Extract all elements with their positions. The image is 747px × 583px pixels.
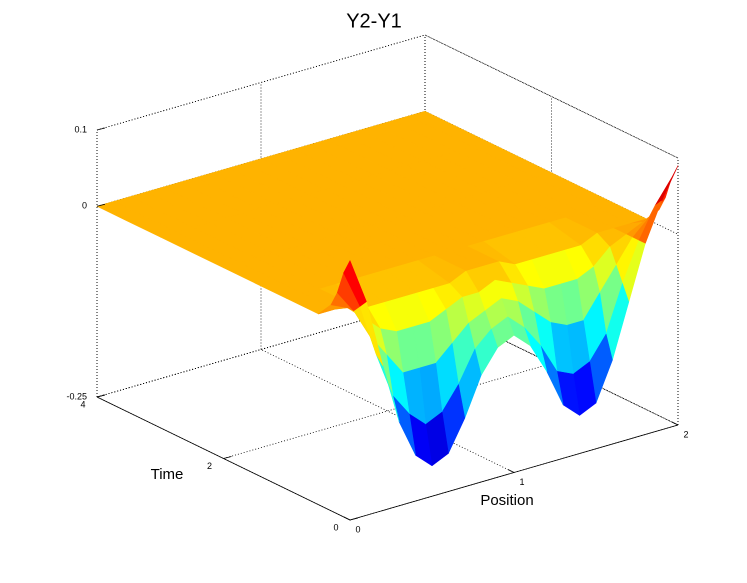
chart-title: Y2-Y1	[346, 10, 402, 32]
x-tick-label: 1	[519, 477, 524, 487]
z-tick-label: 0.1	[74, 124, 87, 134]
z-tick	[96, 127, 106, 131]
x-tick	[507, 469, 515, 473]
y-axis-label: Time	[151, 466, 184, 483]
box-edge	[424, 34, 679, 159]
axes: 0 1 2 0 2 4-0.25 0 0.1	[66, 124, 688, 534]
y-tick-label: 2	[207, 461, 212, 471]
z-tick-label: -0.25	[66, 391, 87, 401]
y-tick-label: 4	[80, 399, 85, 409]
x-tick-label: 2	[683, 429, 688, 439]
grid-line	[260, 349, 515, 473]
y-tick	[223, 456, 232, 459]
z-tick	[96, 203, 106, 207]
x-axis-label: Position	[480, 492, 533, 509]
x-tick	[343, 516, 351, 521]
y-tick-label: 0	[333, 522, 338, 532]
grid-line	[424, 34, 679, 159]
surface	[96, 110, 679, 467]
x-tick-label: 0	[355, 524, 360, 534]
surface-patch	[343, 260, 367, 307]
z-tick	[96, 394, 106, 398]
x-tick	[671, 421, 679, 426]
z-tick-label: 0	[82, 201, 87, 211]
surface-patch	[654, 165, 679, 206]
y-tick	[349, 517, 359, 521]
grid-line	[424, 301, 679, 426]
